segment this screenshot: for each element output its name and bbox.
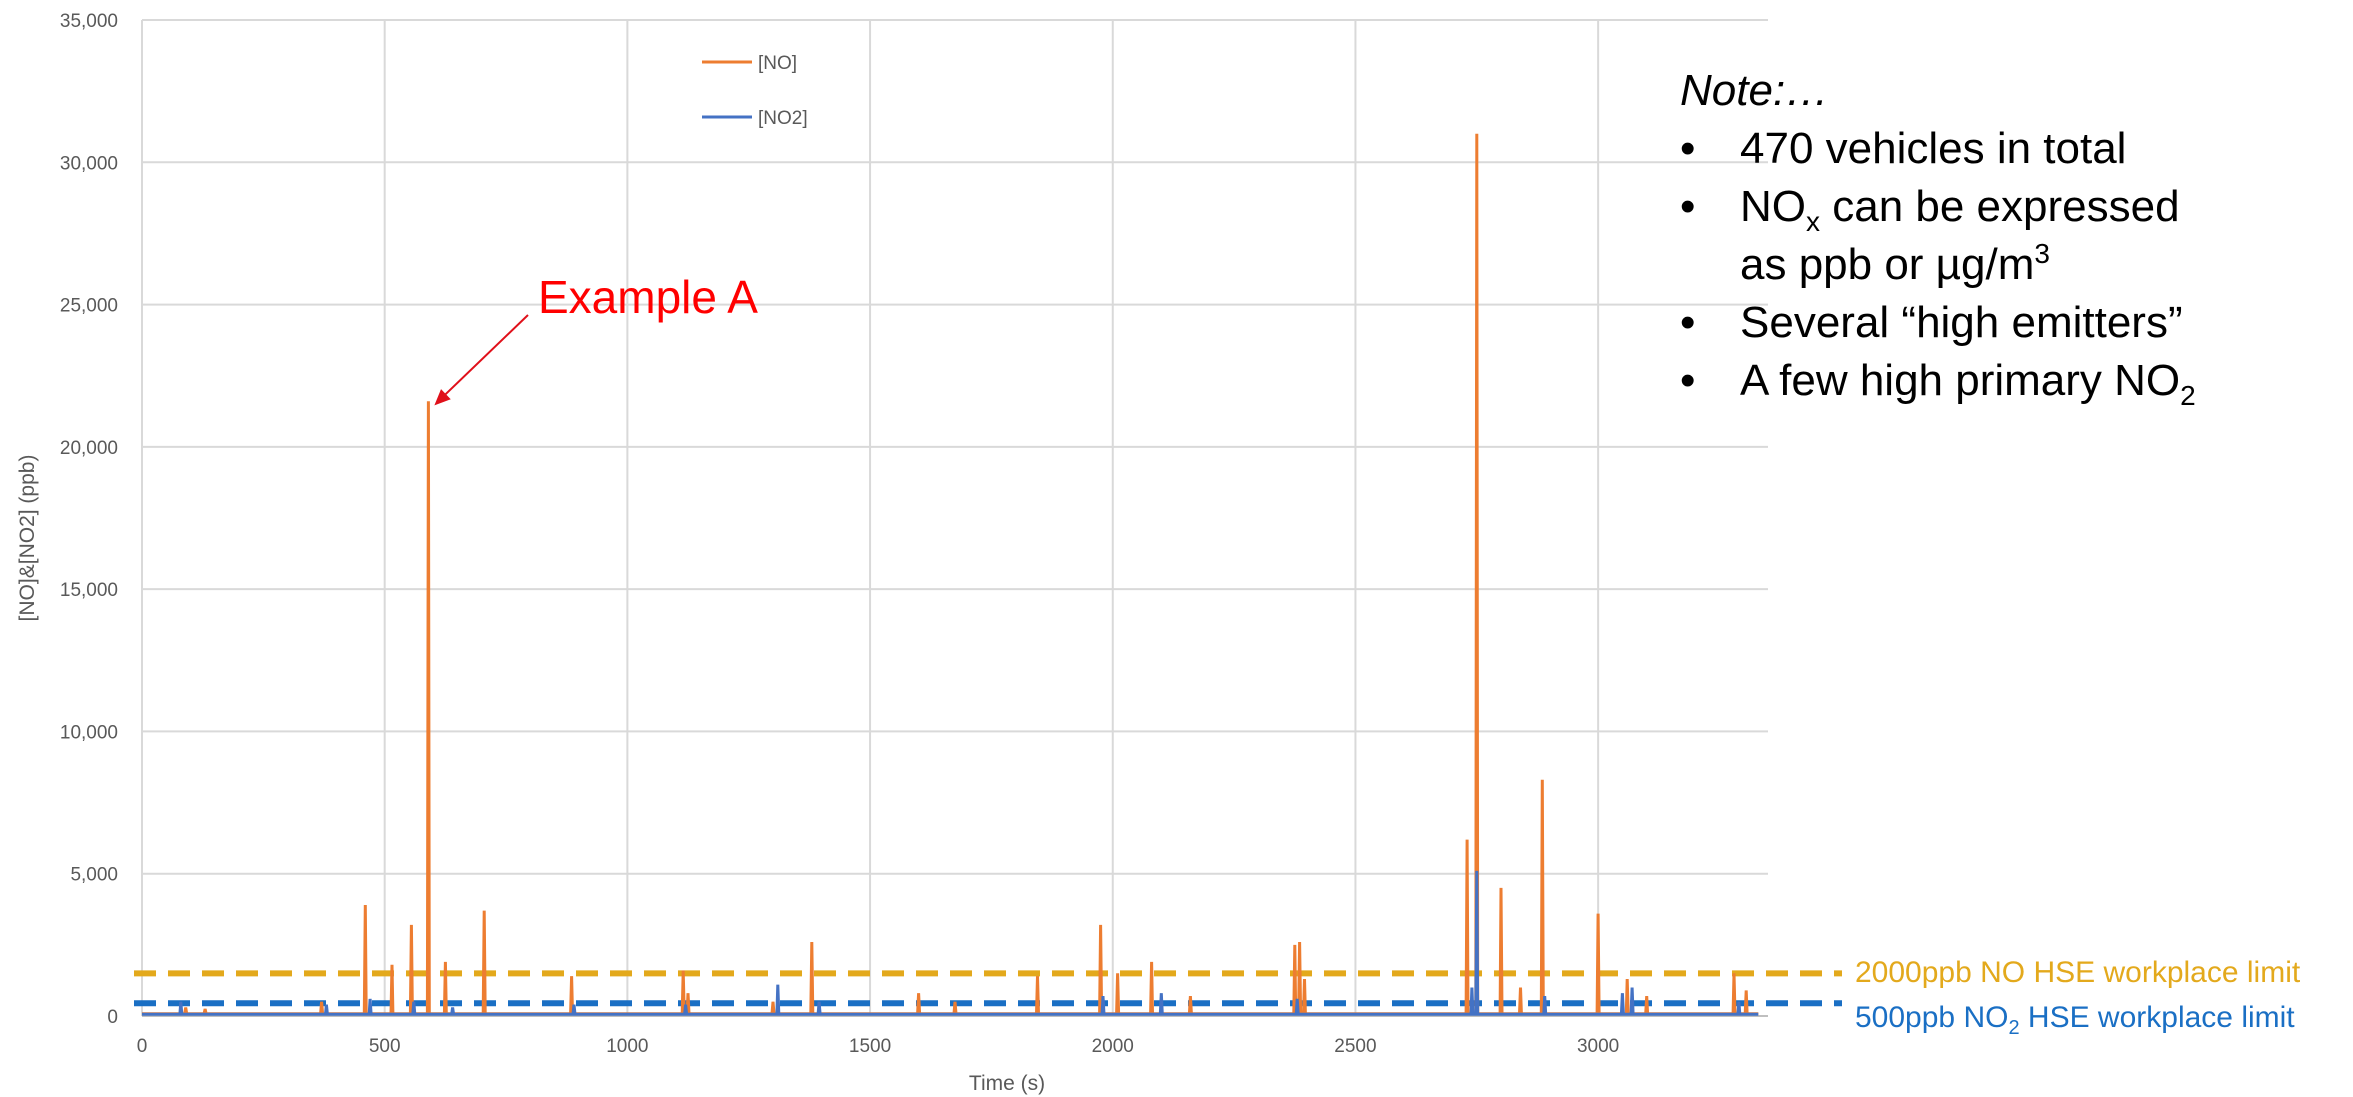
plot-area bbox=[142, 133, 1759, 1016]
y-tick-label: 15,000 bbox=[60, 580, 118, 601]
note-item-text: NO bbox=[1740, 182, 1806, 231]
series-line-no2 bbox=[142, 870, 1759, 1016]
bullet-icon: • bbox=[1680, 298, 1696, 347]
legend-label: [NO2] bbox=[758, 108, 808, 129]
y-tick-label: 25,000 bbox=[60, 296, 118, 317]
note-box: Note:… • 470 vehicles in total • NOx can b… bbox=[1680, 62, 2340, 410]
note-subscript: 2 bbox=[2180, 380, 2196, 411]
x-tick-label: 2000 bbox=[1092, 1036, 1134, 1057]
x-tick-label: 500 bbox=[369, 1036, 401, 1057]
annotation-example-a: Example A bbox=[434, 271, 758, 406]
gridlines bbox=[142, 19, 1768, 1016]
note-item-vehicles: • 470 vehicles in total bbox=[1680, 120, 2340, 178]
x-axis-title: Time (s) bbox=[969, 1072, 1045, 1095]
y-tick-label: 35,000 bbox=[60, 11, 118, 32]
tick-labels: 0 5,000 10,000 15,000 20,000 25,000 30,000 35,0… bbox=[60, 11, 1619, 1057]
note-item-text: can be expressed bbox=[1820, 182, 2180, 231]
y-axis-title: [NO]&[NO2] (ppb) bbox=[16, 455, 39, 622]
x-tick-label: 1000 bbox=[606, 1036, 648, 1057]
note-item-text: as ppb or µg/m bbox=[1740, 240, 2035, 289]
note-item-text: 470 vehicles in total bbox=[1740, 124, 2127, 173]
bullet-icon: • bbox=[1680, 124, 1696, 173]
bullet-icon: • bbox=[1680, 356, 1696, 405]
note-subscript: x bbox=[1806, 206, 1820, 237]
note-item-nox-units: • NOx can be expressed bbox=[1680, 178, 2340, 236]
note-list: • 470 vehicles in total • NOx can be expre… bbox=[1680, 120, 2340, 410]
annotation-label: Example A bbox=[538, 271, 758, 323]
note-superscript: 3 bbox=[2034, 238, 2050, 269]
bullet-icon: • bbox=[1680, 182, 1696, 231]
note-item-nox-units-cont: as ppb or µg/m3 bbox=[1680, 236, 2340, 294]
legend-label: [NO] bbox=[758, 53, 797, 74]
no2-limit-text: 500ppb NO bbox=[1855, 1001, 2009, 1034]
no2-limit-subscript: 2 bbox=[2008, 1017, 2020, 1039]
x-tick-label: 1500 bbox=[849, 1036, 891, 1057]
annotation-arrowhead bbox=[434, 389, 451, 406]
note-item-text: A few high primary NO bbox=[1740, 356, 2181, 405]
y-tick-label: 0 bbox=[107, 1007, 118, 1028]
annotation-arrow bbox=[441, 314, 529, 399]
note-item-primary-no2: • A few high primary NO2 bbox=[1680, 352, 2340, 410]
x-tick-label: 3000 bbox=[1577, 1036, 1619, 1057]
no-limit-label: 2000ppb NO HSE workplace limit bbox=[1855, 956, 2301, 989]
y-tick-label: 10,000 bbox=[60, 722, 118, 743]
y-tick-label: 20,000 bbox=[60, 438, 118, 459]
no2-limit-text: HSE workplace limit bbox=[2019, 1001, 2295, 1034]
reference-lines bbox=[134, 970, 1842, 1007]
x-tick-label: 2500 bbox=[1334, 1036, 1376, 1057]
y-tick-label: 5,000 bbox=[70, 865, 118, 886]
x-tick-label: 0 bbox=[137, 1036, 148, 1057]
note-item-text: Several “high emitters” bbox=[1740, 298, 2183, 347]
note-item-high-emitters: • Several “high emitters” bbox=[1680, 294, 2340, 352]
y-tick-label: 30,000 bbox=[60, 153, 118, 174]
no2-limit-label: 500ppb NO2 HSE workplace limit bbox=[1855, 1001, 2295, 1038]
legend: [NO] [NO2] bbox=[702, 53, 808, 129]
note-title: Note:… bbox=[1680, 66, 1830, 115]
axes bbox=[141, 20, 1768, 1017]
